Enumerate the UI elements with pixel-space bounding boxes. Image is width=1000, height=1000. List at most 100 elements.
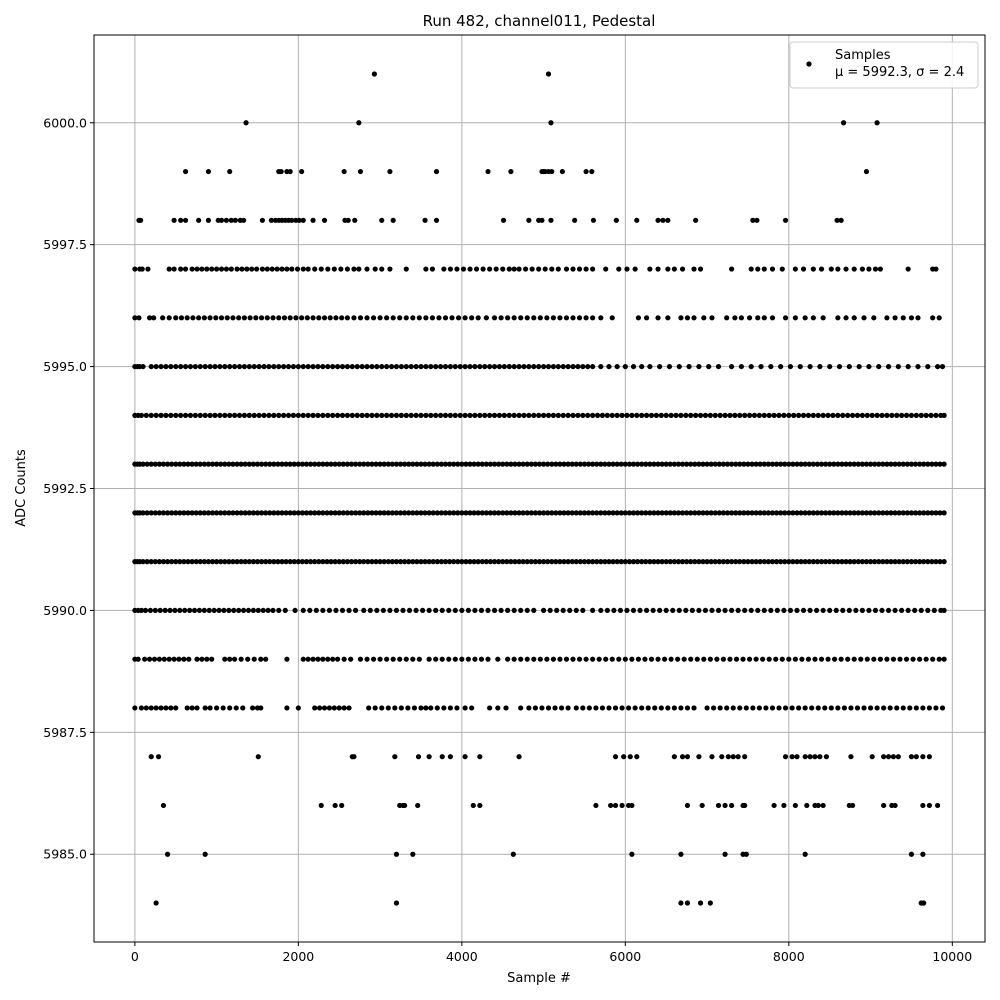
data-point [236,607,242,614]
data-point [921,900,927,906]
data-point [861,315,867,321]
data-point [156,461,162,467]
data-point [227,168,233,175]
data-point [688,559,694,565]
data-point [769,315,776,321]
data-point [866,266,872,272]
x-tick-label: 0 [131,949,139,964]
data-point [251,412,257,418]
data-point [442,363,449,370]
data-point [364,363,370,370]
data-point [655,315,661,321]
data-point [879,607,885,614]
data-point [689,607,695,614]
data-point [197,559,203,565]
data-point [745,461,751,467]
data-point [381,559,387,565]
data-point [925,510,931,516]
data-point [827,363,833,370]
data-point [536,412,542,418]
data-point [618,510,624,516]
data-point [157,607,163,614]
data-point [532,559,539,565]
data-point [279,510,285,516]
data-point [310,315,316,321]
data-point [697,266,704,272]
data-point [164,851,171,857]
data-point [281,315,288,321]
data-point [454,705,460,711]
data-point [465,607,471,614]
data-point [491,315,498,321]
data-point [652,705,658,711]
data-point [872,461,878,467]
data-point [339,802,345,809]
data-point [590,412,596,418]
data-point [606,559,612,565]
data-point [357,315,364,321]
data-point [933,412,939,418]
data-point [885,754,892,760]
data-point [741,559,747,565]
data-point [434,559,440,565]
data-point [639,363,645,370]
data-point [344,559,350,565]
data-point [918,607,924,614]
data-point [745,510,751,516]
data-point [173,510,179,516]
data-point [426,607,432,614]
data-point [162,607,168,614]
data-point [224,315,230,321]
data-point [393,559,400,565]
data-point [708,461,714,467]
data-point [299,510,306,516]
data-point [643,510,649,516]
data-point [331,266,337,272]
data-point [300,412,306,418]
data-point [447,705,453,711]
data-point [189,559,195,565]
data-point [276,607,282,614]
data-point [377,315,383,321]
data-point [344,461,350,467]
data-point [905,266,911,272]
data-point [397,461,404,467]
data-point [696,510,702,516]
data-point [336,705,342,711]
data-point [201,315,207,321]
data-point [843,461,849,467]
data-point [256,412,262,418]
data-point [303,559,310,565]
data-point [261,412,267,418]
data-point [683,412,689,418]
data-point [663,510,669,516]
data-point [390,315,396,321]
data-point [284,266,290,272]
data-point [928,412,934,418]
data-point [213,315,219,321]
data-point [216,607,222,614]
data-point [823,754,830,760]
data-point [876,510,882,516]
data-point [565,461,571,467]
data-point [228,266,234,272]
data-point [520,461,526,467]
data-point [430,510,436,516]
data-point [462,705,468,711]
data-point [487,266,493,272]
data-point [371,71,377,77]
data-point [185,461,191,467]
data-point [173,363,179,370]
data-point [782,705,789,711]
data-point [365,510,371,516]
data-point [585,363,591,370]
data-point [325,266,331,272]
data-point [925,461,931,467]
data-point [166,315,172,321]
data-point [393,461,400,467]
data-point [761,315,767,321]
data-point [624,607,630,614]
data-point [849,412,856,418]
data-point [218,559,224,565]
data-point [264,266,270,272]
